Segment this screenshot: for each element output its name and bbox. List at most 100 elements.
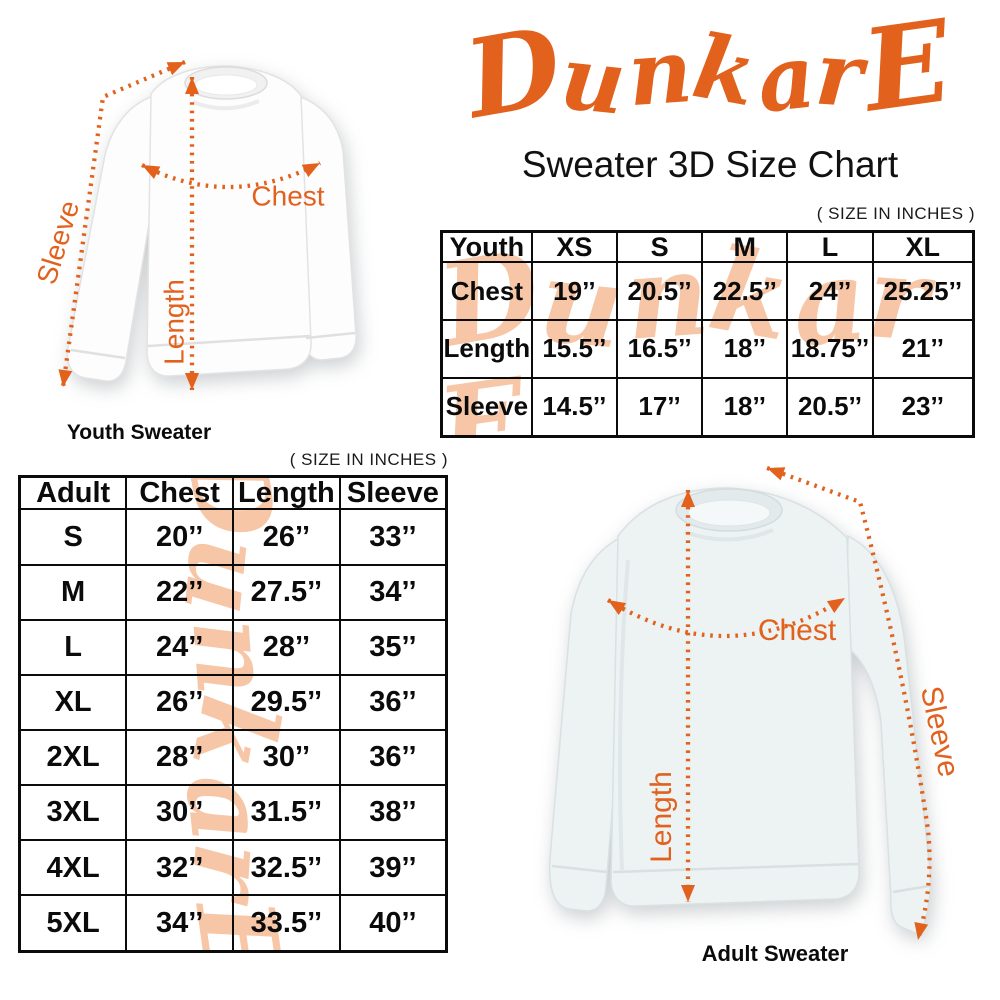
row-header: Chest <box>440 261 533 322</box>
table-cell: 32.5’’ <box>232 839 341 897</box>
row-header: 3XL <box>18 784 128 842</box>
row-header: 4XL <box>18 839 128 897</box>
table-row: 3XL 30’’ 31.5’’ 38’’ <box>18 784 448 842</box>
table-cell: 20.5’’ <box>786 376 874 438</box>
table-cell: 29.5’’ <box>232 673 341 732</box>
table-cell: 18.75’’ <box>786 319 874 379</box>
column-header: Sleeve <box>338 475 448 511</box>
table-cell: 20’’ <box>125 508 234 566</box>
table-cell: 32’’ <box>125 839 234 897</box>
column-header: Adult <box>18 475 128 511</box>
table-cell: 17’’ <box>615 376 704 438</box>
right-cuff-seam <box>305 331 356 340</box>
hem-rib-seam <box>612 862 859 874</box>
table-cell: 19’’ <box>530 261 618 322</box>
table-cell: 16.5’’ <box>615 319 704 379</box>
table-cell: 38’’ <box>338 784 448 842</box>
table-cell: 40’’ <box>338 894 448 953</box>
table-row: 5XL 34’’ 33.5’’ 40’’ <box>18 894 448 953</box>
youth-size-table: Youth XS S M L XL Chest 19’’ 20.5’’ 22.5’’ 24’’ 25.… <box>440 230 975 438</box>
table-row: 2XL 28’’ 30’’ 36’’ <box>18 728 448 787</box>
table-cell: 20.5’’ <box>615 261 704 322</box>
size-units-note: ( SIZE IN INCHES ) <box>816 204 975 223</box>
row-header: 5XL <box>18 894 128 953</box>
arrowhead-icon <box>608 600 627 615</box>
table-cell: 23’’ <box>871 376 975 438</box>
table-cell: 33.5’’ <box>232 894 341 953</box>
column-header: Youth <box>440 230 533 264</box>
table-row: Length 15.5’’ 16.5’’ 18’’ 18.75’’ 21’’ <box>440 319 975 379</box>
youth-sweater-diagram: Sleeve Length Chest <box>31 60 357 390</box>
row-header: XL <box>18 673 128 732</box>
table-cell: 25.25’’ <box>871 261 975 322</box>
column-header: S <box>615 230 704 264</box>
table-cell: 26’’ <box>232 508 341 566</box>
table-row: S 20’’ 26’’ 33’’ <box>18 508 448 566</box>
column-header: Chest <box>125 475 234 511</box>
arrowhead-icon <box>681 490 695 507</box>
table-cell: 33’’ <box>338 508 448 566</box>
column-header: XL <box>871 230 975 264</box>
sweater-body <box>146 65 312 377</box>
page-title: Sweater 3D Size Chart <box>521 144 899 185</box>
length-label: Length <box>158 279 189 365</box>
size-units-note: ( SIZE IN INCHES ) <box>289 450 448 469</box>
arrowhead-icon <box>185 77 199 94</box>
table-cell: 21’’ <box>871 319 975 379</box>
table-cell: 34’’ <box>125 894 234 953</box>
table-header-row: Youth XS S M L XL <box>440 230 975 264</box>
table-cell: 36’’ <box>338 728 448 787</box>
length-measure-arrow: Length <box>645 490 695 902</box>
table-cell: 22’’ <box>125 563 234 621</box>
adult-sweater-illustration <box>548 487 932 936</box>
row-header: L <box>18 618 128 676</box>
table-cell: 27.5’’ <box>232 563 341 621</box>
row-header: S <box>18 508 128 566</box>
column-header: Length <box>232 475 341 511</box>
adult-diagram-caption: Adult Sweater <box>701 941 849 966</box>
youth-table-section: DunkarE Youth XS S M L XL Chest 19’’ 20.5’’ 22.5’… <box>440 230 975 438</box>
table-cell: 30’’ <box>232 728 341 787</box>
length-label: Length <box>645 771 678 863</box>
arrowhead-icon <box>826 598 845 613</box>
arrowhead-icon <box>301 163 320 178</box>
row-header: Sleeve <box>440 376 533 438</box>
collar-inner <box>687 499 771 527</box>
table-row: 4XL 32’’ 32.5’’ 39’’ <box>18 839 448 897</box>
table-row: XL 26’’ 29.5’’ 36’’ <box>18 673 448 732</box>
length-measure-arrow: Length <box>158 77 199 390</box>
chest-measure-arrow: Chest <box>141 161 325 211</box>
table-cell: 39’’ <box>338 839 448 897</box>
body-shading <box>618 559 630 871</box>
arrowhead-icon <box>914 921 929 940</box>
table-cell: 18’’ <box>701 376 789 438</box>
chest-label: Chest <box>251 180 324 211</box>
youth-diagram-caption: Youth Sweater <box>66 421 212 444</box>
left-cuff-seam <box>70 348 126 360</box>
adult-table-section: DunkarE Adult Chest Length Sleeve S 20’’ 26’’ 3… <box>18 475 448 953</box>
row-header: 2XL <box>18 728 128 787</box>
table-cell: 26’’ <box>125 673 234 732</box>
sweater-left-sleeve <box>548 536 626 912</box>
table-cell: 24’’ <box>786 261 874 322</box>
chest-measure-arrow: Chest <box>606 596 847 647</box>
table-cell: 28’’ <box>125 728 234 787</box>
table-cell: 30’’ <box>125 784 234 842</box>
hem-rib-seam <box>147 334 311 348</box>
table-cell: 28’’ <box>232 618 341 676</box>
column-header: M <box>701 230 789 264</box>
table-cell: 15.5’’ <box>530 319 618 379</box>
left-cuff-seam <box>551 864 608 874</box>
row-header: M <box>18 563 128 621</box>
table-cell: 22.5’’ <box>701 261 789 322</box>
arrowhead-icon <box>58 369 73 387</box>
sweater-body <box>610 487 860 907</box>
chest-label: Chest <box>758 614 837 647</box>
arrowhead-icon <box>767 467 786 481</box>
table-cell: 35’’ <box>338 618 448 676</box>
column-header: XS <box>530 230 618 264</box>
sweater-left-sleeve <box>66 94 154 382</box>
youth-sweater-illustration <box>66 65 357 382</box>
table-cell: 14.5’’ <box>530 376 618 438</box>
